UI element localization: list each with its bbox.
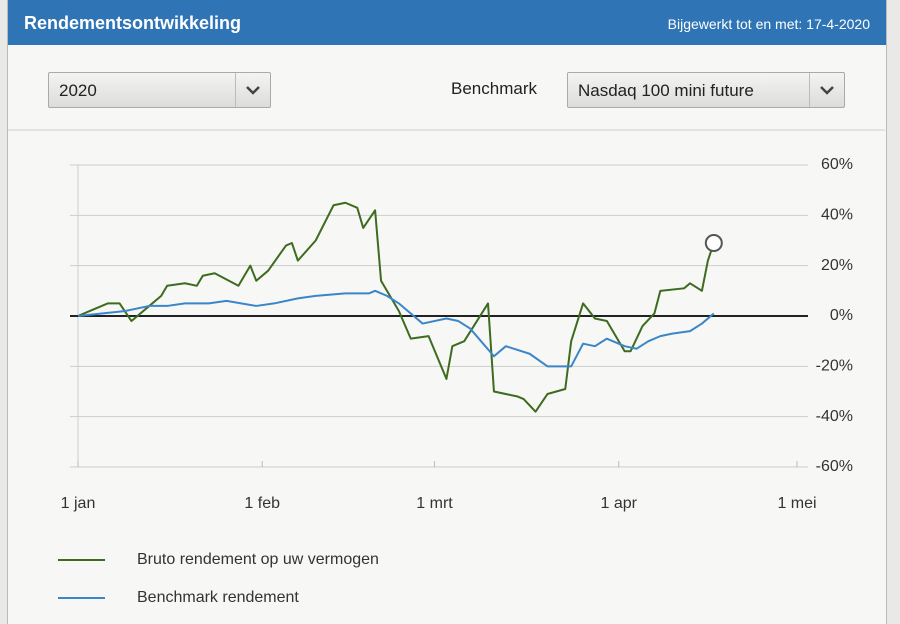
y-tick-label: -60% [816,458,853,475]
series-line [77,201,715,413]
y-tick-label: 60% [821,156,853,173]
end-marker [704,234,723,253]
dropdown-arrow [235,73,260,107]
benchmark-value: Nasdaq 100 mini future [578,81,754,100]
updated-note: Bijgewerkt tot en met: 17-4-2020 [667,16,870,32]
year-value: 2020 [59,81,97,100]
y-tick-label: 40% [821,207,853,224]
y-tick-label: 0% [830,307,853,324]
benchmark-label: Benchmark [451,79,537,98]
legend-label: Bruto rendement op uw vermogen [137,551,379,568]
y-tick-label: -20% [816,358,853,375]
y-tick-label: -40% [816,408,853,425]
x-tick-label: 1 mrt [416,495,453,512]
x-tick-label: 1 feb [244,495,280,512]
y-tick-label: 20% [821,257,853,274]
x-tick-label: 1 mei [777,495,816,512]
dropdown-arrow [809,73,834,107]
year-select[interactable]: 2020 [48,72,271,108]
header: Rendementsontwikkeling Bijgewerkt tot en… [8,0,886,45]
series-line [77,289,715,368]
legend-label: Benchmark rendement [137,589,299,606]
x-tick-label: 1 jan [61,495,96,512]
page: Rendementsontwikkeling Bijgewerkt tot en… [7,0,887,624]
header-title: Rendementsontwikkeling [24,13,242,33]
x-tick-label: 1 apr [601,495,638,512]
benchmark-select[interactable]: Nasdaq 100 mini future [567,72,845,108]
